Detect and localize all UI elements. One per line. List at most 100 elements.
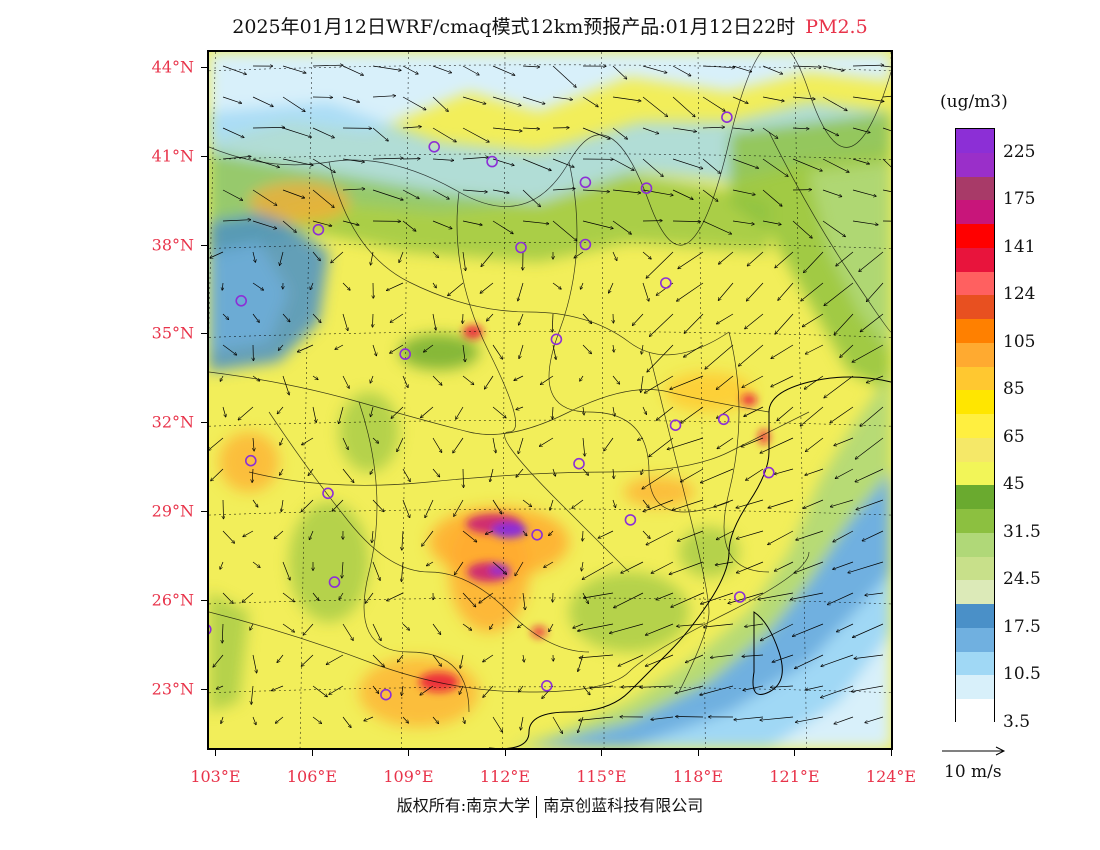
copyright-owner-2: 南京创蓝科技有限公司 [543, 796, 704, 815]
wind-arrow [716, 313, 734, 324]
wind-arrow [747, 251, 764, 266]
wind-arrow [609, 282, 614, 293]
wind-arrow [253, 437, 254, 451]
wind-arrow [372, 654, 384, 667]
station-marker [328, 576, 341, 588]
wind-arrow [834, 437, 854, 446]
wind-arrow [522, 66, 540, 67]
wind-arrow [579, 654, 614, 658]
wind-arrow [792, 66, 821, 67]
legend-swatch [956, 342, 994, 367]
wind-arrow [492, 65, 515, 75]
wind-arrow [402, 189, 419, 199]
wind-arrow [760, 716, 794, 720]
wind-arrow [822, 65, 844, 71]
wind-arrow [598, 530, 614, 538]
wind-arrow [277, 406, 284, 414]
wind-arrow [702, 127, 725, 128]
wind-arrow [714, 499, 734, 507]
wind-arrow [312, 375, 318, 380]
wind-arrow [222, 313, 229, 320]
wind-arrow [836, 251, 854, 266]
wind-arrow [677, 530, 704, 541]
lat-label: 23°N [151, 679, 194, 699]
wind-arrow [425, 499, 434, 518]
wind-arrow [390, 344, 404, 353]
wind-arrow [312, 158, 335, 173]
wind-arrow [821, 654, 854, 666]
wind-arrow [483, 654, 494, 662]
wind-arrow [746, 468, 764, 480]
wind-arrow [647, 344, 674, 372]
wind-arrow [492, 96, 521, 106]
station-marker [380, 688, 392, 701]
lon-tick [891, 748, 892, 756]
wind-arrow [402, 530, 403, 550]
wind-arrow [580, 282, 584, 289]
wind-arrow [676, 717, 704, 718]
wind-arrow [402, 499, 410, 518]
lat-tick [201, 155, 209, 157]
lat-label: 44°N [151, 57, 194, 77]
wind-arrow [492, 716, 503, 732]
wind-arrow [834, 313, 854, 335]
wind-arrow [762, 189, 782, 206]
wind-arrow [760, 437, 794, 453]
wind-arrow [621, 561, 644, 573]
lon-tick [408, 748, 410, 756]
longitude-gridline [401, 52, 409, 748]
wind-arrow [775, 313, 794, 334]
wind-arrow [552, 406, 553, 419]
wind-arrow [762, 220, 781, 225]
wind-arrow [390, 313, 404, 323]
wind-arrow [222, 282, 223, 290]
wind-arrow [852, 65, 884, 66]
wind-arrow [852, 220, 878, 225]
wind-arrow [462, 592, 476, 607]
wind-arrow [370, 406, 374, 417]
wind-arrow [523, 654, 524, 662]
wind-arrow [645, 654, 674, 666]
wind-arrow [612, 375, 620, 384]
wind-arrow [222, 406, 226, 417]
wind-arrow [432, 716, 439, 724]
wind-arrow [480, 282, 494, 293]
wind-arrow [732, 158, 759, 168]
wind-arrow [702, 96, 725, 111]
wind-arrow [641, 344, 643, 354]
wind-arrow [301, 654, 314, 666]
wind-arrow [252, 561, 260, 568]
wind-arrow [804, 251, 824, 273]
wind-arrow [335, 344, 344, 349]
wind-arrow [462, 96, 486, 104]
legend-swatch [956, 437, 994, 462]
lat-tick [201, 688, 209, 690]
wind-arrow [342, 437, 348, 450]
wind-arrow [342, 189, 365, 190]
wind-arrow [462, 65, 479, 75]
wind-arrow [342, 375, 349, 388]
wind-arrow [492, 344, 503, 359]
legend-label: 10.5 [1003, 664, 1041, 685]
wind-arrow [432, 96, 448, 112]
wind-arrow [308, 468, 314, 476]
wind-arrow [642, 127, 659, 134]
wind-arrow [700, 468, 734, 483]
wind-arrow [852, 127, 870, 133]
wind-arrow [402, 220, 416, 231]
wind-arrow [432, 375, 442, 385]
wind-arrow [581, 561, 583, 571]
wind-arrow [775, 251, 794, 268]
wind-arrow [342, 220, 359, 225]
wind-arrow [432, 282, 436, 288]
wind-arrow [220, 375, 224, 381]
wind-arrow [282, 220, 296, 233]
station-marker [573, 457, 585, 470]
wind-arrow [732, 220, 754, 224]
legend-swatch [956, 532, 994, 557]
latitude-gridline [209, 242, 891, 249]
wind-arrow [582, 313, 592, 324]
wind-arrow [222, 189, 243, 200]
wind-arrow [519, 685, 524, 692]
wind-arrow [642, 96, 668, 117]
